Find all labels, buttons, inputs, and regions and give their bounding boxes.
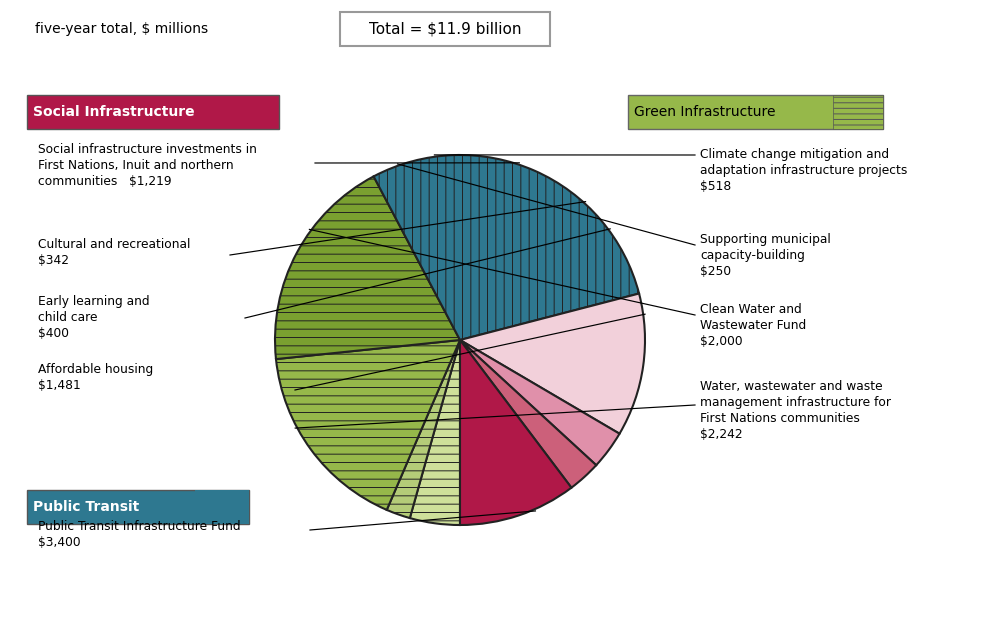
FancyBboxPatch shape bbox=[195, 490, 249, 524]
FancyBboxPatch shape bbox=[27, 490, 249, 524]
Text: Public Transit Infrastructure Fund
$3,400: Public Transit Infrastructure Fund $3,40… bbox=[38, 520, 241, 549]
Wedge shape bbox=[410, 340, 460, 525]
Text: Water, wastewater and waste
management infrastructure for
First Nations communit: Water, wastewater and waste management i… bbox=[700, 380, 891, 441]
Text: Clean Water and
Wastewater Fund
$2,000: Clean Water and Wastewater Fund $2,000 bbox=[700, 303, 806, 348]
Wedge shape bbox=[374, 155, 639, 340]
FancyBboxPatch shape bbox=[833, 95, 883, 129]
Wedge shape bbox=[460, 340, 571, 525]
Text: Early learning and
child care
$400: Early learning and child care $400 bbox=[38, 295, 150, 340]
Text: Cultural and recreational
$342: Cultural and recreational $342 bbox=[38, 238, 190, 267]
Text: Climate change mitigation and
adaptation infrastructure projects
$518: Climate change mitigation and adaptation… bbox=[700, 148, 907, 193]
Text: Green Infrastructure: Green Infrastructure bbox=[634, 105, 776, 119]
Wedge shape bbox=[387, 340, 460, 518]
FancyBboxPatch shape bbox=[628, 95, 883, 129]
Text: five-year total, $ millions: five-year total, $ millions bbox=[35, 22, 208, 36]
Text: Supporting municipal
capacity-building
$250: Supporting municipal capacity-building $… bbox=[700, 233, 831, 278]
FancyBboxPatch shape bbox=[340, 12, 550, 46]
Text: Public Transit: Public Transit bbox=[33, 500, 139, 514]
Wedge shape bbox=[460, 340, 596, 488]
Wedge shape bbox=[460, 340, 620, 465]
Text: Affordable housing
$1,481: Affordable housing $1,481 bbox=[38, 363, 153, 392]
Text: Social infrastructure investments in
First Nations, Inuit and northern
communiti: Social infrastructure investments in Fir… bbox=[38, 143, 257, 188]
FancyBboxPatch shape bbox=[27, 95, 279, 129]
Wedge shape bbox=[275, 176, 460, 359]
Wedge shape bbox=[460, 293, 645, 434]
Wedge shape bbox=[276, 340, 460, 510]
Text: Social Infrastructure: Social Infrastructure bbox=[33, 105, 195, 119]
Text: Total = $11.9 billion: Total = $11.9 billion bbox=[369, 21, 521, 36]
